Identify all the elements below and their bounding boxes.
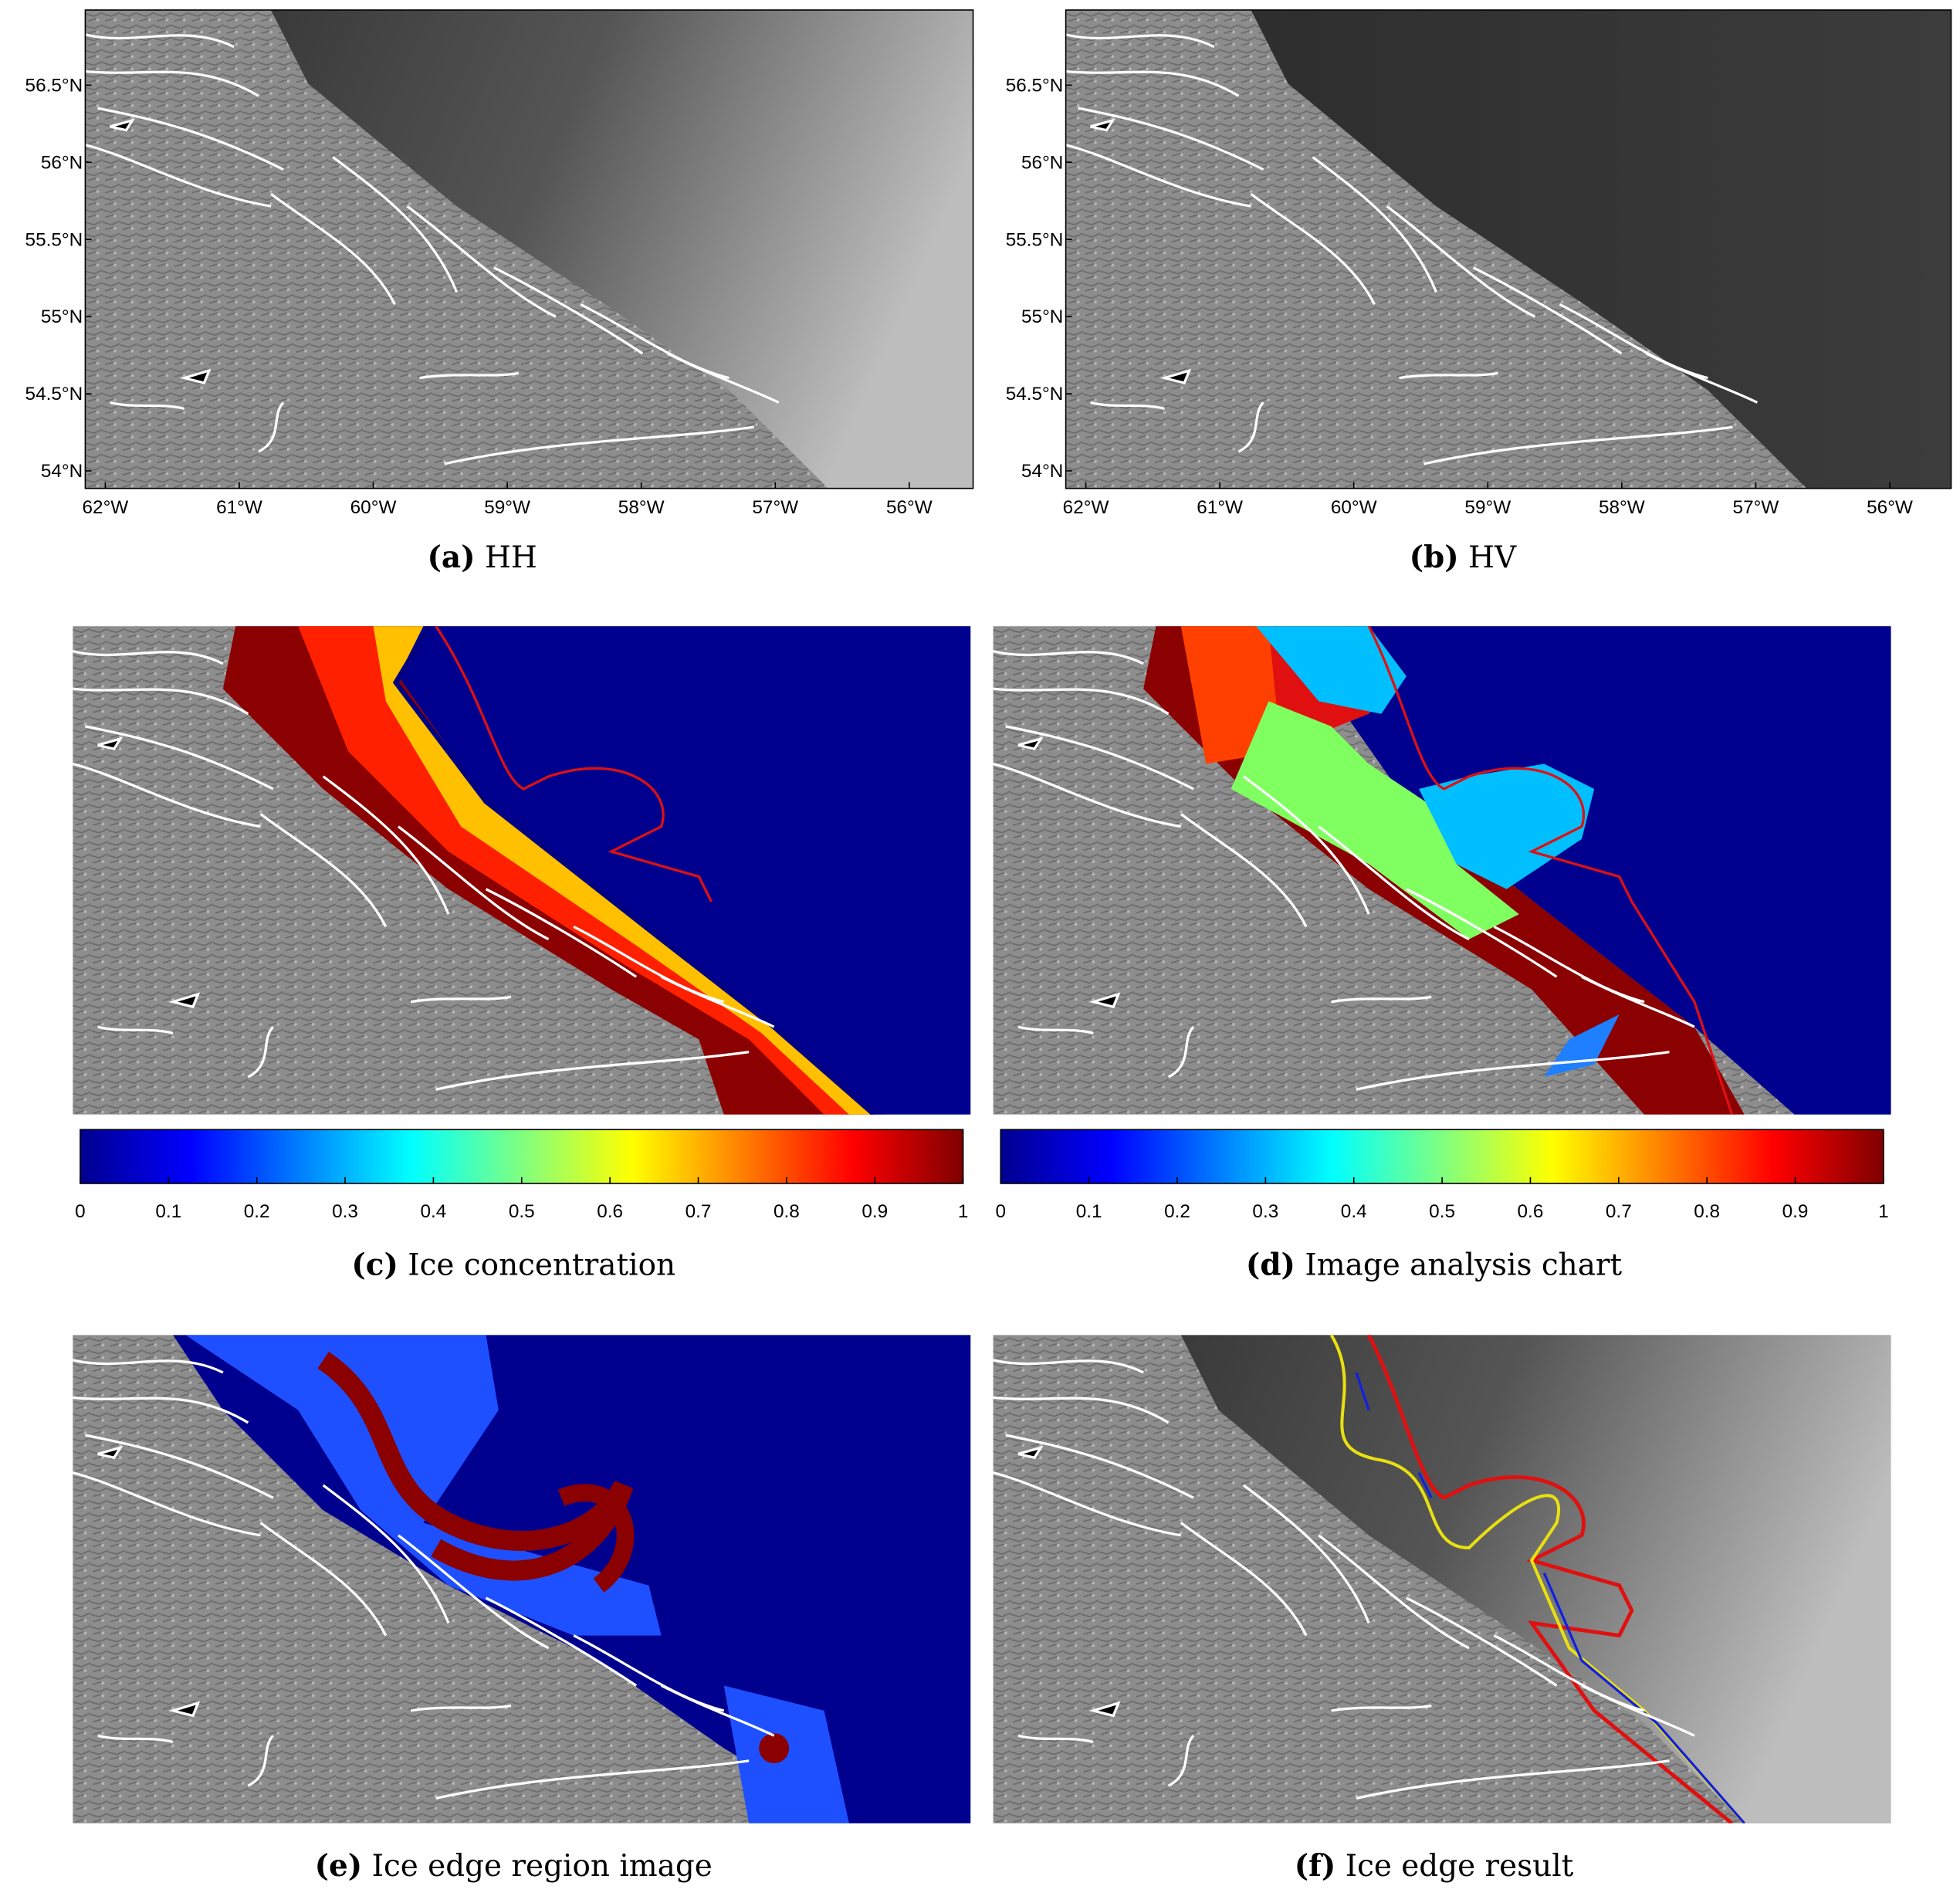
colorbar-tick-label: 0.7 — [1606, 1201, 1632, 1222]
lon-tick-label: 59°W — [1464, 497, 1511, 518]
lon-tick-label: 56°W — [1867, 497, 1913, 518]
lon-tick-label: 61°W — [1197, 497, 1243, 518]
lon-tick-label: 60°W — [1331, 497, 1377, 518]
lon-tick-label: 60°W — [350, 497, 397, 518]
caption-text: HH — [485, 540, 537, 575]
caption-label: (b) — [1410, 540, 1459, 575]
colorbar-tick-label: 0 — [75, 1201, 86, 1222]
edge-line — [1355, 1372, 1746, 1823]
colorbar — [80, 1129, 964, 1184]
lat-tick-label: 56°N — [1021, 152, 1063, 173]
lon-tick-label: 58°W — [1599, 497, 1645, 518]
edge-line — [1329, 1335, 1746, 1823]
colorbar-tick-label: 0.6 — [597, 1201, 623, 1222]
colorbar-tick-label: 0.7 — [685, 1201, 712, 1222]
lon-tick-label: 58°W — [618, 497, 665, 518]
lat-tick-label: 54.5°N — [25, 384, 83, 405]
map-panel — [1065, 9, 1952, 489]
lon-tick-label: 59°W — [484, 497, 530, 518]
colorbar-tick-label: 0.4 — [1341, 1201, 1367, 1222]
caption-text: Ice edge result — [1346, 1849, 1574, 1884]
ice-region — [1231, 701, 1519, 940]
colorbar-tick-label: 0.3 — [332, 1201, 358, 1222]
caption-label: (d) — [1246, 1247, 1295, 1282]
colorbar-tick-label: 0.9 — [1782, 1201, 1809, 1222]
ice-region — [1180, 626, 1281, 764]
colorbar-tick-label: 0.1 — [1076, 1201, 1102, 1222]
ice-region — [1544, 1014, 1620, 1078]
colorbar-tick-label: 0.1 — [155, 1201, 181, 1222]
sea — [398, 626, 971, 1115]
caption: (c) Ice concentration — [351, 1247, 675, 1282]
lat-tick-label: 54°N — [41, 461, 83, 482]
sea — [1251, 9, 1952, 489]
lon-tick-label: 57°W — [1733, 497, 1779, 518]
lat-tick-label: 55.5°N — [1006, 229, 1064, 250]
colorbar-tick-label: 0.3 — [1252, 1201, 1278, 1222]
caption: (b) HV — [1410, 540, 1517, 575]
lat-tick-label: 56.5°N — [1006, 75, 1064, 96]
lat-tick-label: 55°N — [41, 306, 83, 327]
ice-region — [1256, 626, 1407, 714]
edge-line — [392, 626, 876, 1115]
lat-tick-label: 55.5°N — [25, 229, 83, 250]
colorbar-tick-label: 0 — [996, 1201, 1007, 1222]
lat-tick-label: 56.5°N — [25, 75, 83, 96]
map-panel — [73, 1335, 971, 1823]
caption: (f) Ice edge result — [1295, 1848, 1574, 1884]
sea — [1319, 626, 1891, 1115]
caption-label: (f) — [1295, 1848, 1336, 1884]
caption: (d) Image analysis chart — [1246, 1247, 1623, 1282]
lat-tick-label: 54°N — [1021, 461, 1063, 482]
colorbar-tick-label: 0.2 — [244, 1201, 270, 1222]
colorbar-tick-label: 0.2 — [1164, 1201, 1190, 1222]
caption: (e) Ice edge region image — [315, 1848, 713, 1884]
colorbar-tick-label: 0.4 — [420, 1201, 446, 1222]
caption-label: (a) — [428, 540, 476, 575]
swirl — [557, 1484, 635, 1593]
colorbar-tick-label: 0.5 — [1429, 1201, 1455, 1222]
map-panel — [85, 9, 973, 489]
lon-tick-label: 57°W — [752, 497, 798, 518]
colorbar-tick-label: 0.8 — [774, 1201, 800, 1222]
lon-tick-label: 61°W — [216, 497, 262, 518]
sea — [1180, 1335, 1891, 1823]
map-frame — [1065, 9, 1952, 489]
edge-line — [1367, 626, 1734, 1115]
colorbar-tick-label: 0.6 — [1518, 1201, 1544, 1222]
caption-text: HV — [1468, 540, 1517, 575]
caption: (a) HH — [428, 540, 537, 575]
swirl — [317, 1351, 634, 1581]
map-panel — [993, 1335, 1891, 1823]
caption-text: Ice edge region image — [372, 1849, 713, 1884]
edge-line — [435, 626, 713, 902]
lat-tick-label: 56°N — [41, 152, 83, 173]
colorbar — [1000, 1129, 1884, 1184]
lat-tick-label: 54.5°N — [1006, 384, 1064, 405]
caption-text: Ice concentration — [408, 1248, 675, 1282]
map-panel — [73, 626, 971, 1115]
lon-tick-label: 62°W — [83, 497, 129, 518]
lon-tick-label: 62°W — [1063, 497, 1109, 518]
map-frame — [84, 9, 974, 489]
caption-label: (c) — [351, 1247, 398, 1282]
map-panel — [993, 626, 1891, 1115]
colorbar-tick-label: 0.5 — [509, 1201, 535, 1222]
lat-tick-label: 55°N — [1021, 306, 1063, 327]
caption-text: Image analysis chart — [1305, 1248, 1622, 1282]
colorbar-tick-label: 1 — [1878, 1201, 1889, 1222]
swirl — [759, 1733, 790, 1764]
lon-tick-label: 56°W — [886, 497, 933, 518]
colorbar-tick-label: 0.8 — [1694, 1201, 1720, 1222]
ice-region — [1619, 1014, 1732, 1115]
caption-label: (e) — [315, 1848, 363, 1884]
sea — [271, 9, 973, 489]
edge-line — [1367, 1335, 1734, 1823]
colorbar-tick-label: 1 — [958, 1201, 969, 1222]
colorbar-tick-label: 0.9 — [862, 1201, 888, 1222]
